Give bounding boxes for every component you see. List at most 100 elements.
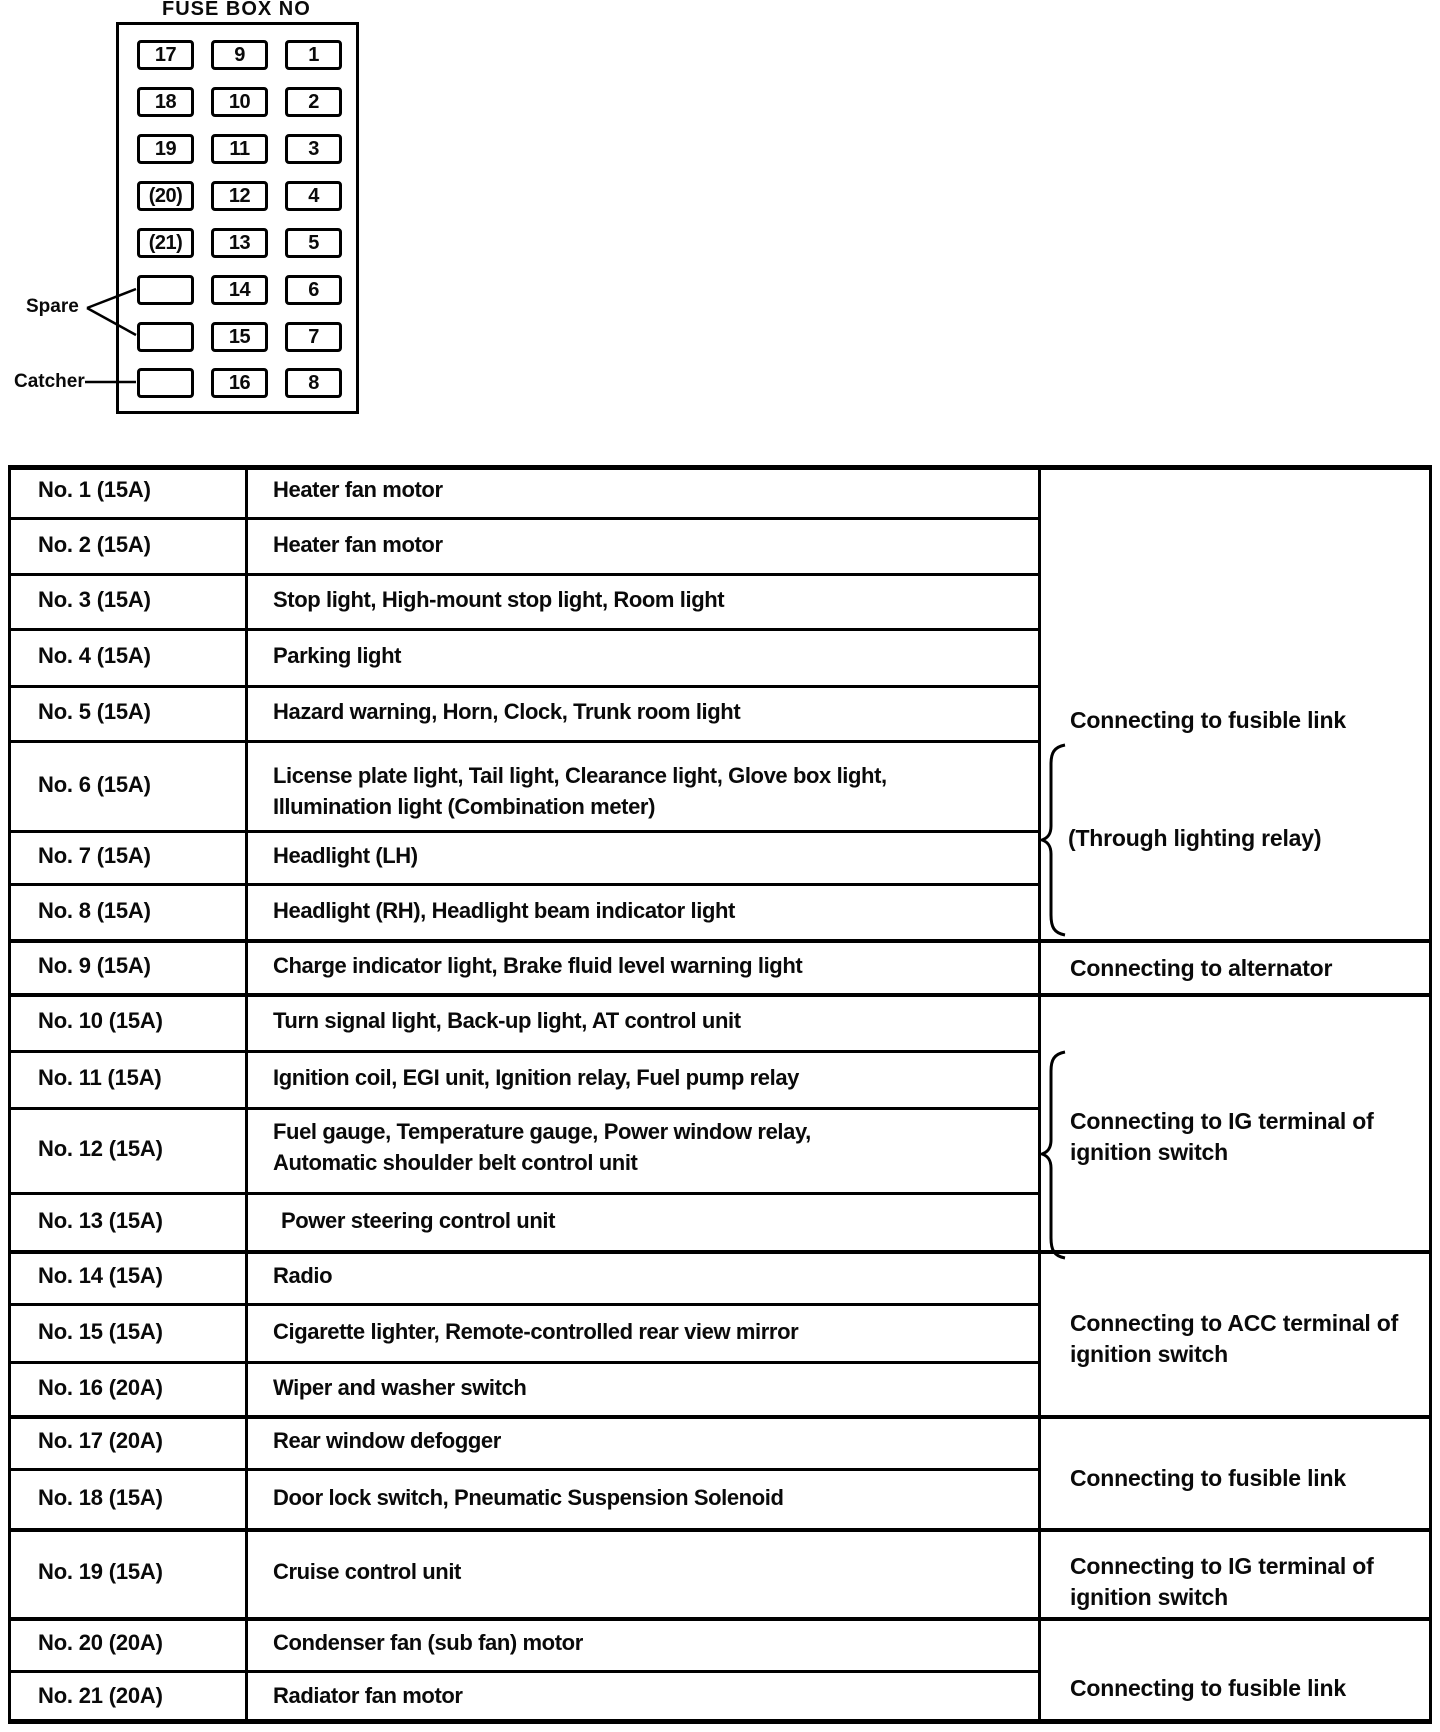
connection-label-fusible-link-1: Connecting to fusible link bbox=[1070, 707, 1346, 733]
callout-connector-lines bbox=[85, 287, 137, 384]
fuse-cell-1: 1 bbox=[285, 40, 342, 70]
fuse-no-cell: No. 12 (15A) bbox=[38, 1136, 163, 1161]
circuit-line-2: Automatic shoulder belt control unit bbox=[273, 1150, 638, 1175]
fuse-cell-14: 14 bbox=[211, 275, 268, 305]
row-line bbox=[8, 685, 1040, 688]
circuit-cell: Stop light, High-mount stop light, Room … bbox=[273, 587, 725, 612]
group-line bbox=[8, 939, 1432, 943]
circuit-cell: Rear window defogger bbox=[273, 1428, 501, 1453]
circuit-cell: Headlight (LH) bbox=[273, 843, 418, 868]
circuit-line-1: License plate light, Tail light, Clearan… bbox=[273, 763, 887, 788]
circuit-cell: Ignition coil, EGI unit, Ignition relay,… bbox=[273, 1065, 800, 1090]
fuse-cell-catcher bbox=[137, 368, 194, 398]
fuse-cell-4: 4 bbox=[285, 181, 342, 211]
row-line bbox=[8, 1361, 1040, 1364]
circuit-cell: Cruise control unit bbox=[273, 1559, 461, 1584]
fuse-cell-12: 12 bbox=[211, 181, 268, 211]
fuse-no-cell: No. 1 (15A) bbox=[38, 477, 151, 502]
fuse-cell-8: 8 bbox=[285, 368, 342, 398]
row-line bbox=[8, 1468, 1040, 1471]
circuit-cell: Power steering control unit bbox=[281, 1208, 556, 1233]
table-divider-2 bbox=[1038, 465, 1041, 1724]
catcher-label: Catcher bbox=[14, 371, 85, 392]
fuse-cell-10: 10 bbox=[211, 87, 268, 117]
row-line bbox=[8, 1303, 1040, 1306]
circuit-cell: Condenser fan (sub fan) motor bbox=[273, 1630, 583, 1655]
fuse-no-cell: No. 19 (15A) bbox=[38, 1559, 163, 1584]
table-border-left bbox=[8, 465, 11, 1724]
table-border-top bbox=[8, 465, 1432, 470]
spare-label: Spare bbox=[26, 296, 79, 317]
row-line bbox=[8, 1107, 1040, 1110]
fuse-no-cell: No. 8 (15A) bbox=[38, 898, 151, 923]
fuse-cell-5: 5 bbox=[285, 228, 342, 258]
fuse-cell-6: 6 bbox=[285, 275, 342, 305]
fuse-no-cell: No. 2 (15A) bbox=[38, 532, 151, 557]
connection-label-alternator: Connecting to alternator bbox=[1070, 955, 1333, 981]
fuse-cell-19: 19 bbox=[137, 134, 194, 164]
fuse-no-cell: No. 4 (15A) bbox=[38, 643, 151, 668]
circuit-cell: Cigarette lighter, Remote-controlled rea… bbox=[273, 1319, 799, 1344]
fuse-cell-17: 17 bbox=[137, 40, 194, 70]
circuit-cell: Heater fan motor bbox=[273, 532, 443, 557]
row-line bbox=[8, 1050, 1040, 1053]
fuse-cell-13: 13 bbox=[211, 228, 268, 258]
circuit-cell: Charge indicator light, Brake fluid leve… bbox=[273, 953, 803, 978]
row-line bbox=[8, 1192, 1040, 1195]
circuit-cell: Fuel gauge, Temperature gauge, Power win… bbox=[273, 1116, 811, 1178]
fuse-cell-2: 2 bbox=[285, 87, 342, 117]
fuse-no-cell: No. 16 (20A) bbox=[38, 1375, 163, 1400]
fuse-no-cell: No. 13 (15A) bbox=[38, 1208, 163, 1233]
row-line bbox=[8, 573, 1040, 576]
circuit-cell: Door lock switch, Pneumatic Suspension S… bbox=[273, 1485, 784, 1510]
fuse-box-outline bbox=[116, 22, 359, 414]
fuse-no-cell: No. 14 (15A) bbox=[38, 1263, 163, 1288]
connection-label-ig-terminal-2: Connecting to IG terminal of ignition sw… bbox=[1070, 1553, 1374, 1610]
connection-label-fusible-link-3: Connecting to fusible link bbox=[1070, 1675, 1346, 1701]
circuit-cell: Hazard warning, Horn, Clock, Trunk room … bbox=[273, 699, 741, 724]
fuse-cell-3: 3 bbox=[285, 134, 342, 164]
fuse-no-cell: No. 11 (15A) bbox=[38, 1065, 162, 1090]
fuse-no-cell: No. 5 (15A) bbox=[38, 699, 151, 724]
row-line bbox=[8, 517, 1040, 520]
fuse-box-title: FUSE BOX NO bbox=[162, 0, 311, 20]
fuse-no-cell: No. 7 (15A) bbox=[38, 843, 151, 868]
circuit-cell: Parking light bbox=[273, 643, 402, 668]
fuse-no-cell: No. 15 (15A) bbox=[38, 1319, 163, 1344]
fuse-cell-spare-2 bbox=[137, 322, 194, 352]
circuit-cell: Headlight (RH), Headlight beam indicator… bbox=[273, 898, 735, 923]
connection-label-ig-terminal-1: Connecting to IG terminal of ignition sw… bbox=[1070, 1108, 1374, 1165]
fuse-cell-15: 15 bbox=[211, 322, 268, 352]
fuse-no-cell: No. 20 (20A) bbox=[38, 1630, 163, 1655]
group-line bbox=[8, 1528, 1432, 1532]
fuse-no-cell: No. 17 (20A) bbox=[38, 1428, 163, 1453]
circuit-line-1: Fuel gauge, Temperature gauge, Power win… bbox=[273, 1119, 811, 1144]
fuse-cell-9: 9 bbox=[211, 40, 268, 70]
fuse-cell-spare-1 bbox=[137, 275, 194, 305]
connection-label-acc-terminal: Connecting to ACC terminal of ignition s… bbox=[1070, 1310, 1399, 1367]
fuse-no-cell: No. 9 (15A) bbox=[38, 953, 151, 978]
group-line bbox=[8, 1415, 1432, 1419]
circuit-cell: Wiper and washer switch bbox=[273, 1375, 527, 1400]
brace-rows-6-8-icon bbox=[1041, 743, 1066, 937]
group-line bbox=[8, 993, 1432, 997]
fuse-cell-7: 7 bbox=[285, 322, 342, 352]
brace-rows-11-13-icon bbox=[1041, 1050, 1066, 1260]
circuit-cell: License plate light, Tail light, Clearan… bbox=[273, 760, 887, 822]
fuse-no-cell: No. 10 (15A) bbox=[38, 1008, 163, 1033]
row-line bbox=[8, 628, 1040, 631]
group-line bbox=[8, 1617, 1432, 1621]
circuit-line-2: Illumination light (Combination meter) bbox=[273, 794, 656, 819]
table-divider-1 bbox=[245, 465, 248, 1724]
connection-label-through-lighting-relay: (Through lighting relay) bbox=[1068, 825, 1322, 851]
fuse-cell-18: 18 bbox=[137, 87, 194, 117]
circuit-cell: Radiator fan motor bbox=[273, 1683, 463, 1708]
fuse-cell-16: 16 bbox=[211, 368, 268, 398]
fuse-no-cell: No. 3 (15A) bbox=[38, 587, 151, 612]
fuse-no-cell: No. 6 (15A) bbox=[38, 772, 151, 797]
fuse-no-cell: No. 18 (15A) bbox=[38, 1485, 163, 1510]
row-line bbox=[8, 883, 1040, 886]
fuse-cell-21: (21) bbox=[137, 228, 194, 258]
fuse-cell-11: 11 bbox=[211, 134, 268, 164]
